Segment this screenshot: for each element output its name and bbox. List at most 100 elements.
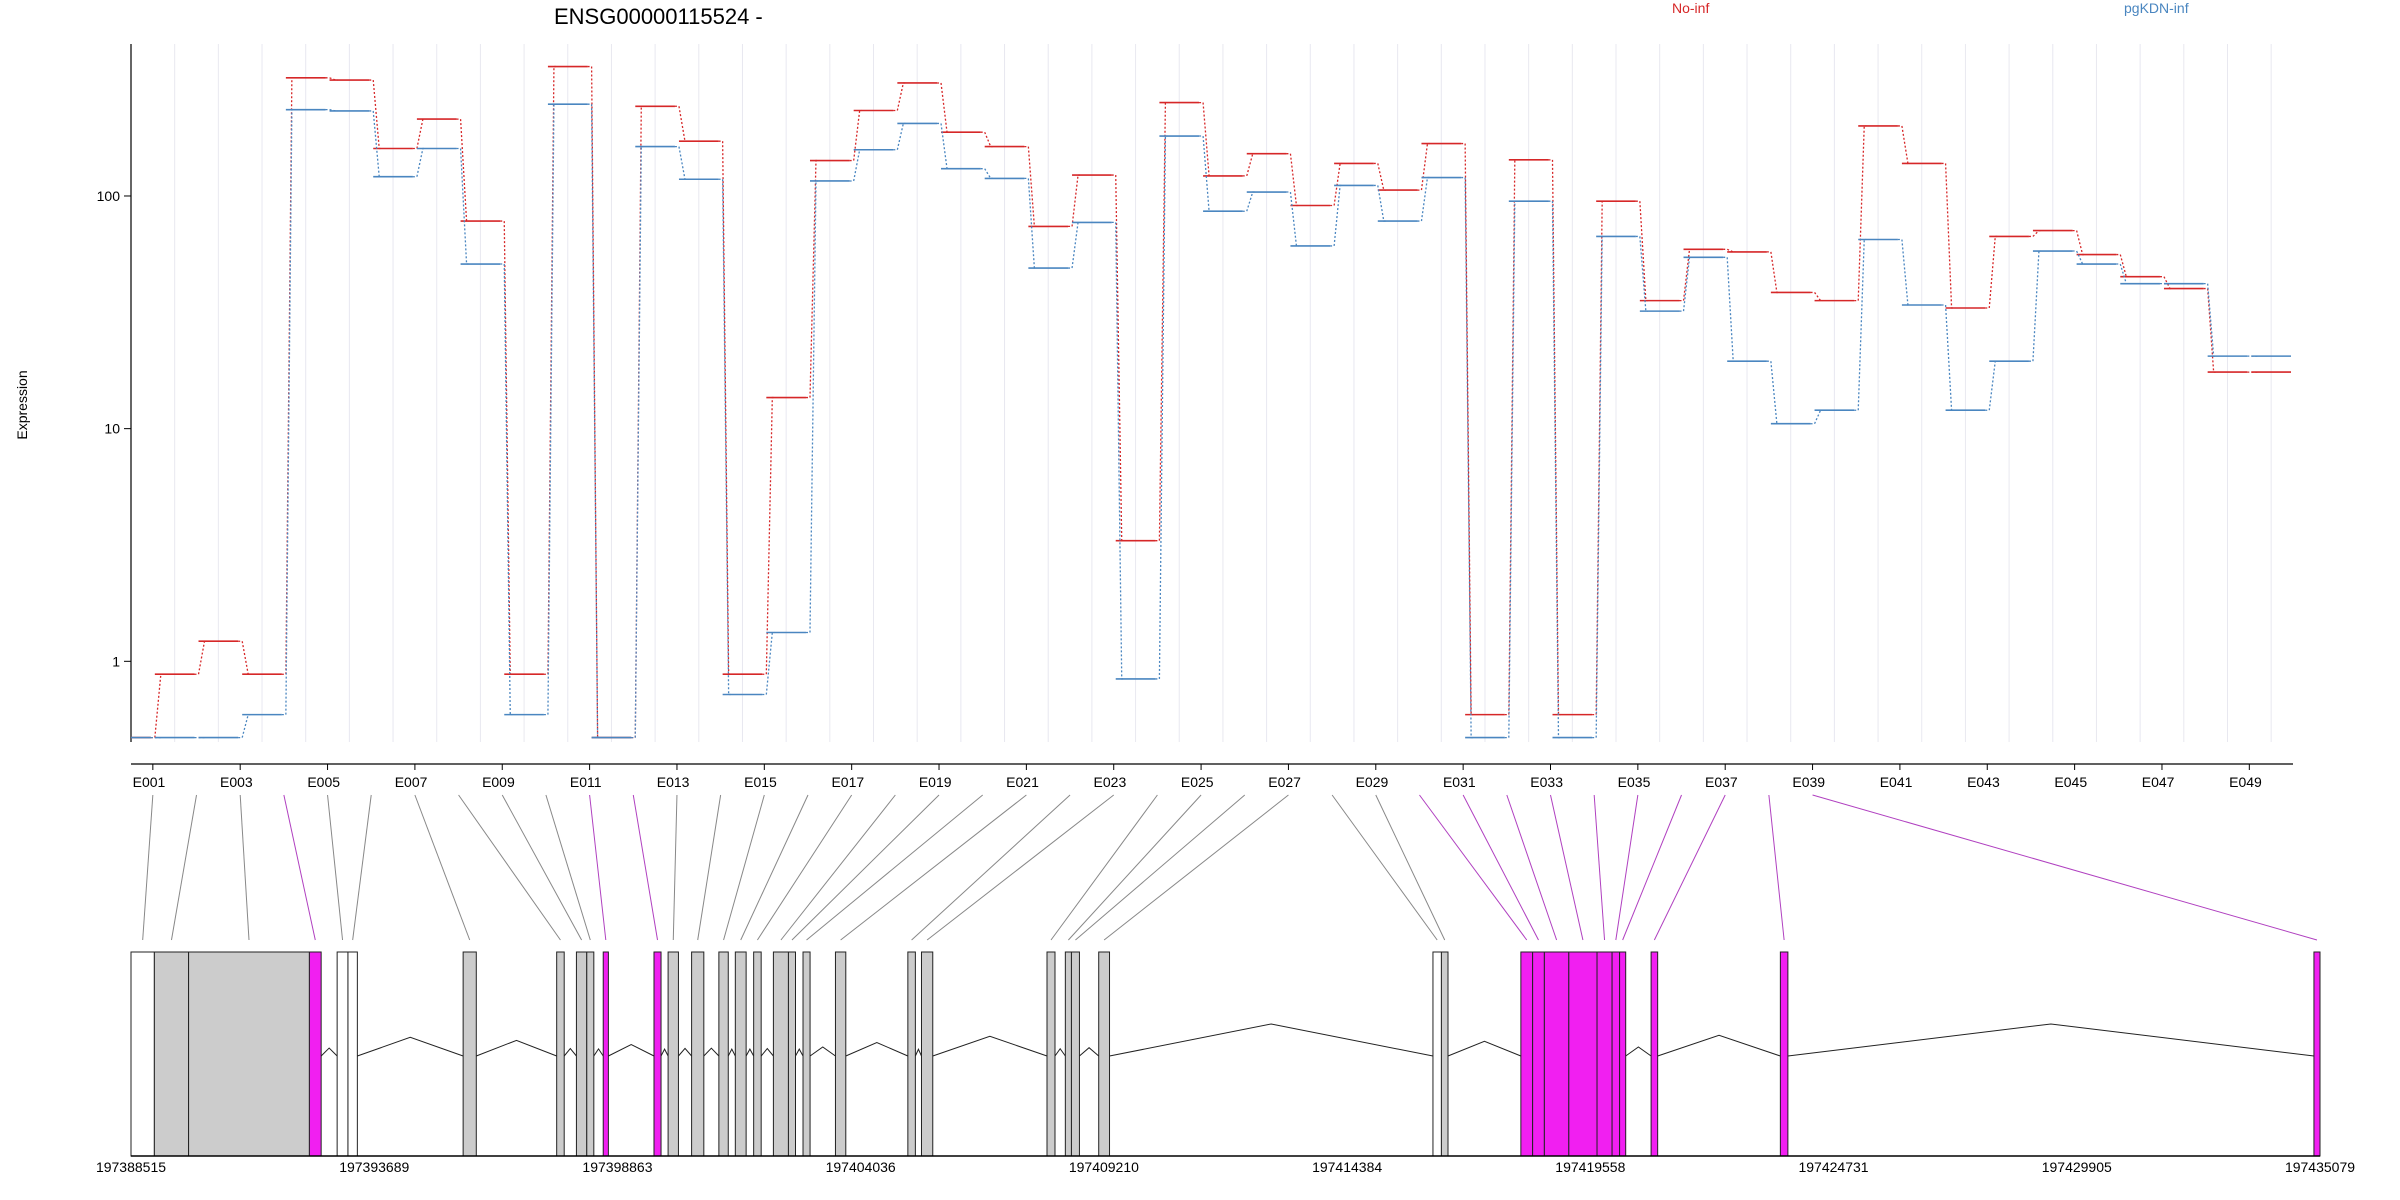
exon-block (1568, 951, 1598, 1157)
x-tick-label: E001 (133, 774, 166, 790)
step-transition (1417, 176, 1430, 222)
exon-connector (170, 794, 198, 941)
intron-line (809, 1046, 836, 1057)
exon-block (1532, 951, 1545, 1157)
step-transition (456, 118, 469, 222)
step-transition (1985, 235, 1998, 309)
exon-block (718, 951, 729, 1157)
exon-connector (545, 794, 591, 941)
step-transition (2116, 263, 2129, 285)
step-transition (281, 77, 294, 675)
step-transition (412, 147, 425, 178)
x-tick-label: E045 (2054, 774, 2087, 790)
exon-block (734, 951, 747, 1157)
step-transition (1941, 162, 1954, 309)
exon-block (653, 951, 662, 1157)
step-transition (1461, 142, 1474, 716)
exon-block (1779, 951, 1789, 1157)
exon-block (556, 951, 565, 1157)
step-transition (1286, 153, 1299, 207)
exon-connector (1593, 794, 1606, 941)
exon-block (462, 951, 477, 1157)
exon-connector (1075, 794, 1246, 941)
step-transition (1854, 125, 1867, 302)
step-transition (980, 131, 993, 148)
exon-connector (756, 794, 853, 941)
step-transition (2028, 250, 2041, 362)
exon-block (1064, 951, 1072, 1157)
exon-connectors (142, 794, 2318, 941)
exon-connector (806, 794, 984, 941)
step-transition (1286, 191, 1299, 247)
x-tick-label: E041 (1880, 774, 1913, 790)
step-transition (1068, 221, 1081, 269)
y-tick-label: 100 (97, 188, 121, 204)
y-tick-label: 10 (104, 421, 120, 437)
exon-block (772, 951, 789, 1157)
step-transition (1155, 101, 1168, 542)
exon-connector (1050, 794, 1158, 941)
exon-block (153, 951, 190, 1157)
x-tick-label: E007 (395, 774, 428, 790)
exon-connector (672, 794, 678, 941)
step-transition (1635, 235, 1648, 312)
step-transition (1024, 177, 1037, 269)
step-transition (238, 713, 251, 739)
intron-line (932, 1035, 1048, 1057)
x-tick-label: E047 (2142, 774, 2175, 790)
exon-connector (1653, 794, 1726, 941)
exon-block (834, 951, 847, 1157)
exon-connector (142, 794, 154, 941)
exon-connector (840, 794, 1027, 941)
step-transition (150, 673, 163, 739)
step-transition (805, 159, 818, 399)
step-transition (1548, 200, 1561, 739)
intron-line (703, 1047, 720, 1057)
step-transition (1199, 135, 1212, 212)
exon-block (691, 951, 705, 1157)
intron-line (1109, 1023, 1434, 1057)
exon-block (130, 951, 155, 1157)
step-transition (1199, 101, 1212, 177)
x-tick-label: E017 (831, 774, 864, 790)
exon-connector (239, 794, 250, 941)
x-tick-label: E003 (220, 774, 253, 790)
step-transition (937, 122, 950, 170)
x-tick-label: E015 (744, 774, 777, 790)
step-transition (1504, 159, 1517, 716)
step-transition (543, 103, 556, 716)
chart-title: ENSG00000115524 - (554, 4, 763, 29)
legend-pgkdn-inf: pgKDN-inf (2124, 0, 2189, 16)
exon-block (1440, 951, 1449, 1157)
exon-connector (352, 794, 372, 941)
x-tick-label: E039 (1792, 774, 1825, 790)
step-transition (543, 65, 556, 675)
exon-connector (501, 794, 583, 941)
step-transition (1330, 184, 1343, 247)
step-transition (1111, 221, 1124, 680)
exon-connector (1331, 794, 1438, 941)
x-tick-label: E027 (1268, 774, 1301, 790)
exon-block (1543, 951, 1570, 1157)
x-ticks: E001 E003 E005 E007 E009 E011 E013 E015 E017 E019… (133, 764, 2262, 790)
step-transition (369, 79, 382, 150)
exon-connector (791, 794, 940, 941)
coordinate-label: 197409210 (1069, 1159, 1139, 1175)
exon-block (2313, 951, 2321, 1157)
intron-line (795, 1048, 804, 1057)
exon-block (602, 951, 609, 1157)
intron-line (1787, 1023, 2314, 1057)
step-transition (412, 118, 425, 150)
intron-line (320, 1047, 338, 1057)
exon-block (907, 951, 916, 1157)
intron-line (1657, 1034, 1781, 1057)
step-transition (631, 145, 644, 739)
intron-line (593, 1047, 604, 1057)
coordinate-label: 197414384 (1312, 1159, 1382, 1175)
step-transition (718, 178, 731, 696)
step-transition (1897, 238, 1910, 306)
exon-connector (926, 794, 1115, 941)
step-transition (1504, 200, 1517, 739)
step-transition (1461, 176, 1474, 739)
series-pgkdn-inf (131, 103, 2291, 739)
